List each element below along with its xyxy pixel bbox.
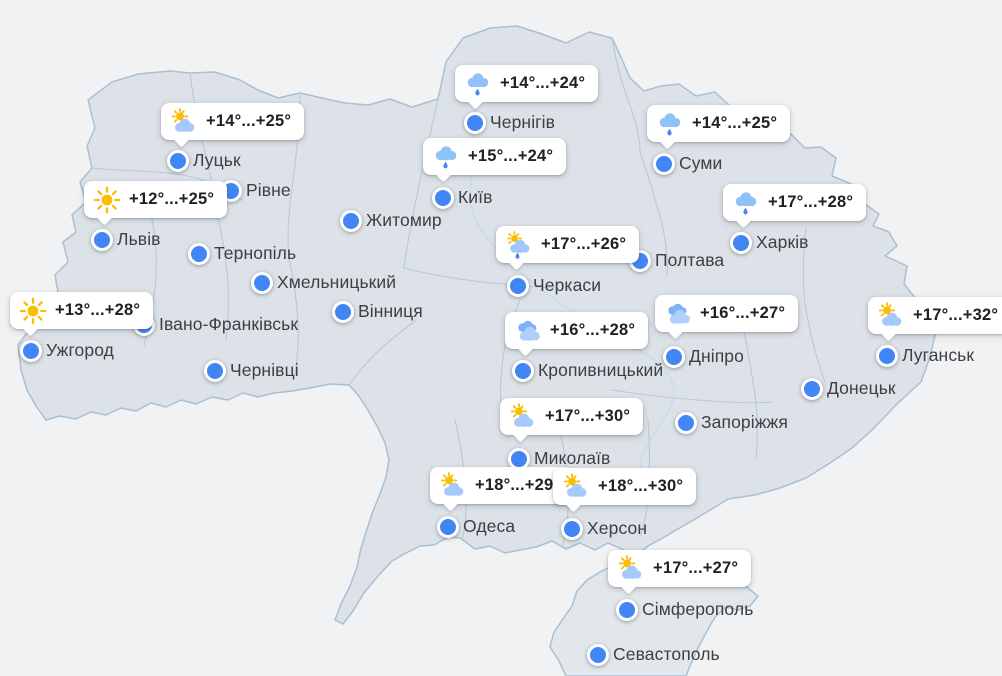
city-marker-luhansk[interactable]: [876, 345, 898, 367]
temp-range: +17°...+32°: [913, 306, 999, 324]
temp-range: +15°...+24°: [468, 147, 554, 165]
city-label-rivne[interactable]: Рівне: [246, 180, 291, 201]
city-marker-odesa[interactable]: [437, 516, 459, 538]
city-marker-kherson[interactable]: [561, 518, 583, 540]
city-marker-sevastopol[interactable]: [587, 644, 609, 666]
city-label-zhytomyr[interactable]: Житомир: [366, 210, 442, 231]
city-marker-zhytomyr[interactable]: [340, 210, 362, 232]
city-label-odesa[interactable]: Одеса: [463, 516, 516, 537]
city-label-ternopil[interactable]: Тернопіль: [214, 243, 297, 264]
city-marker-simferopol[interactable]: [616, 599, 638, 621]
weather-badge-kyiv[interactable]: +15°...+24°: [423, 138, 567, 175]
weather-badge-chernihiv[interactable]: +14°...+24°: [455, 65, 599, 102]
city-marker-vinnytsia[interactable]: [332, 301, 354, 323]
temp-range: +16°...+27°: [700, 304, 786, 322]
temp-range: +17°...+28°: [768, 193, 854, 211]
city-label-lviv[interactable]: Львів: [117, 229, 161, 250]
city-label-kropyvnytskyi[interactable]: Кропивницький: [538, 360, 664, 381]
weather-badge-uzhhorod[interactable]: +13°...+28°: [10, 292, 154, 329]
weather-badge-luhansk[interactable]: +17°...+32°: [868, 297, 1002, 334]
rain-icon: [656, 110, 684, 138]
rain-icon: [432, 143, 460, 171]
city-marker-uzhhorod[interactable]: [20, 340, 42, 362]
city-marker-sumy[interactable]: [653, 153, 675, 175]
temp-range: +14°...+25°: [206, 112, 292, 130]
city-label-kherson[interactable]: Херсон: [587, 518, 648, 539]
weather-badge-lutsk[interactable]: +14°...+25°: [161, 103, 305, 140]
city-marker-chernihiv[interactable]: [464, 112, 486, 134]
weather-badge-mykolaiv[interactable]: +17°...+30°: [500, 398, 644, 435]
rain-icon: [732, 189, 760, 217]
city-label-chernivtsi[interactable]: Чернівці: [230, 360, 299, 381]
city-marker-lviv[interactable]: [91, 229, 113, 251]
city-marker-khmelnytskyi[interactable]: [251, 272, 273, 294]
weather-badge-kharkiv[interactable]: +17°...+28°: [723, 184, 867, 221]
city-label-kyiv[interactable]: Київ: [458, 187, 493, 208]
temp-range: +18°...+29°: [475, 476, 561, 494]
sun-cloud-icon: [439, 471, 467, 500]
sun-cloud-icon: [509, 402, 537, 431]
temp-range: +13°...+28°: [55, 301, 141, 319]
sun-rain-icon: [505, 230, 533, 259]
temp-range: +14°...+24°: [500, 74, 586, 92]
city-label-ivano-frankivsk[interactable]: Івано-Франківськ: [159, 314, 299, 335]
weather-badge-kropyvnytskyi[interactable]: +16°...+28°: [505, 312, 649, 349]
city-label-sevastopol[interactable]: Севастополь: [613, 644, 720, 665]
city-label-simferopol[interactable]: Сімферополь: [642, 599, 754, 620]
weather-badge-cherkasy[interactable]: +17°...+26°: [496, 226, 640, 263]
city-label-cherkasy[interactable]: Черкаси: [533, 275, 602, 296]
city-label-kharkiv[interactable]: Харків: [756, 232, 809, 253]
temp-range: +14°...+25°: [692, 114, 778, 132]
clouds-icon: [664, 300, 692, 328]
weather-badge-kherson[interactable]: +18°...+30°: [553, 468, 697, 505]
city-marker-cherkasy[interactable]: [507, 275, 529, 297]
clouds-icon: [514, 317, 542, 345]
city-marker-dnipro[interactable]: [663, 346, 685, 368]
city-label-zaporizhzhia[interactable]: Запоріжжя: [701, 412, 788, 433]
temp-range: +17°...+30°: [545, 407, 631, 425]
city-label-lutsk[interactable]: Луцьк: [193, 150, 241, 171]
temp-range: +17°...+27°: [653, 559, 739, 577]
city-label-chernihiv[interactable]: Чернігів: [490, 112, 556, 133]
weather-badge-lviv[interactable]: +12°...+25°: [84, 181, 228, 218]
city-label-sumy[interactable]: Суми: [679, 153, 723, 174]
city-marker-zaporizhzhia[interactable]: [675, 412, 697, 434]
weather-badge-sumy[interactable]: +14°...+25°: [647, 105, 791, 142]
city-label-vinnytsia[interactable]: Вінниця: [358, 301, 423, 322]
city-marker-kharkiv[interactable]: [730, 232, 752, 254]
city-marker-kropyvnytskyi[interactable]: [512, 360, 534, 382]
city-label-khmelnytskyi[interactable]: Хмельницький: [277, 272, 397, 293]
sun-icon: [93, 186, 121, 214]
weather-badge-dnipro[interactable]: +16°...+27°: [655, 295, 799, 332]
city-label-mykolaiv[interactable]: Миколаїв: [534, 448, 611, 469]
weather-badge-simferopol[interactable]: +17°...+27°: [608, 550, 752, 587]
city-label-luhansk[interactable]: Луганськ: [902, 345, 975, 366]
temp-range: +12°...+25°: [129, 190, 215, 208]
temp-range: +16°...+28°: [550, 321, 636, 339]
temp-range: +18°...+30°: [598, 477, 684, 495]
city-label-dnipro[interactable]: Дніпро: [689, 346, 744, 367]
city-marker-kyiv[interactable]: [432, 187, 454, 209]
city-label-uzhhorod[interactable]: Ужгород: [46, 340, 114, 361]
city-marker-chernivtsi[interactable]: [204, 360, 226, 382]
sun-cloud-icon: [617, 554, 645, 583]
rain-icon: [464, 70, 492, 98]
city-label-donetsk[interactable]: Донецьк: [827, 378, 896, 399]
sun-cloud-icon: [877, 301, 905, 330]
sun-cloud-icon: [170, 107, 198, 136]
country-outline: [17, 25, 938, 625]
sun-cloud-icon: [562, 472, 590, 501]
temp-range: +17°...+26°: [541, 235, 627, 253]
city-marker-ternopil[interactable]: [188, 243, 210, 265]
city-marker-donetsk[interactable]: [801, 378, 823, 400]
weather-badge-odesa[interactable]: +18°...+29°: [430, 467, 574, 504]
sun-icon: [19, 297, 47, 325]
city-label-poltava[interactable]: Полтава: [655, 250, 725, 271]
city-marker-lutsk[interactable]: [167, 150, 189, 172]
